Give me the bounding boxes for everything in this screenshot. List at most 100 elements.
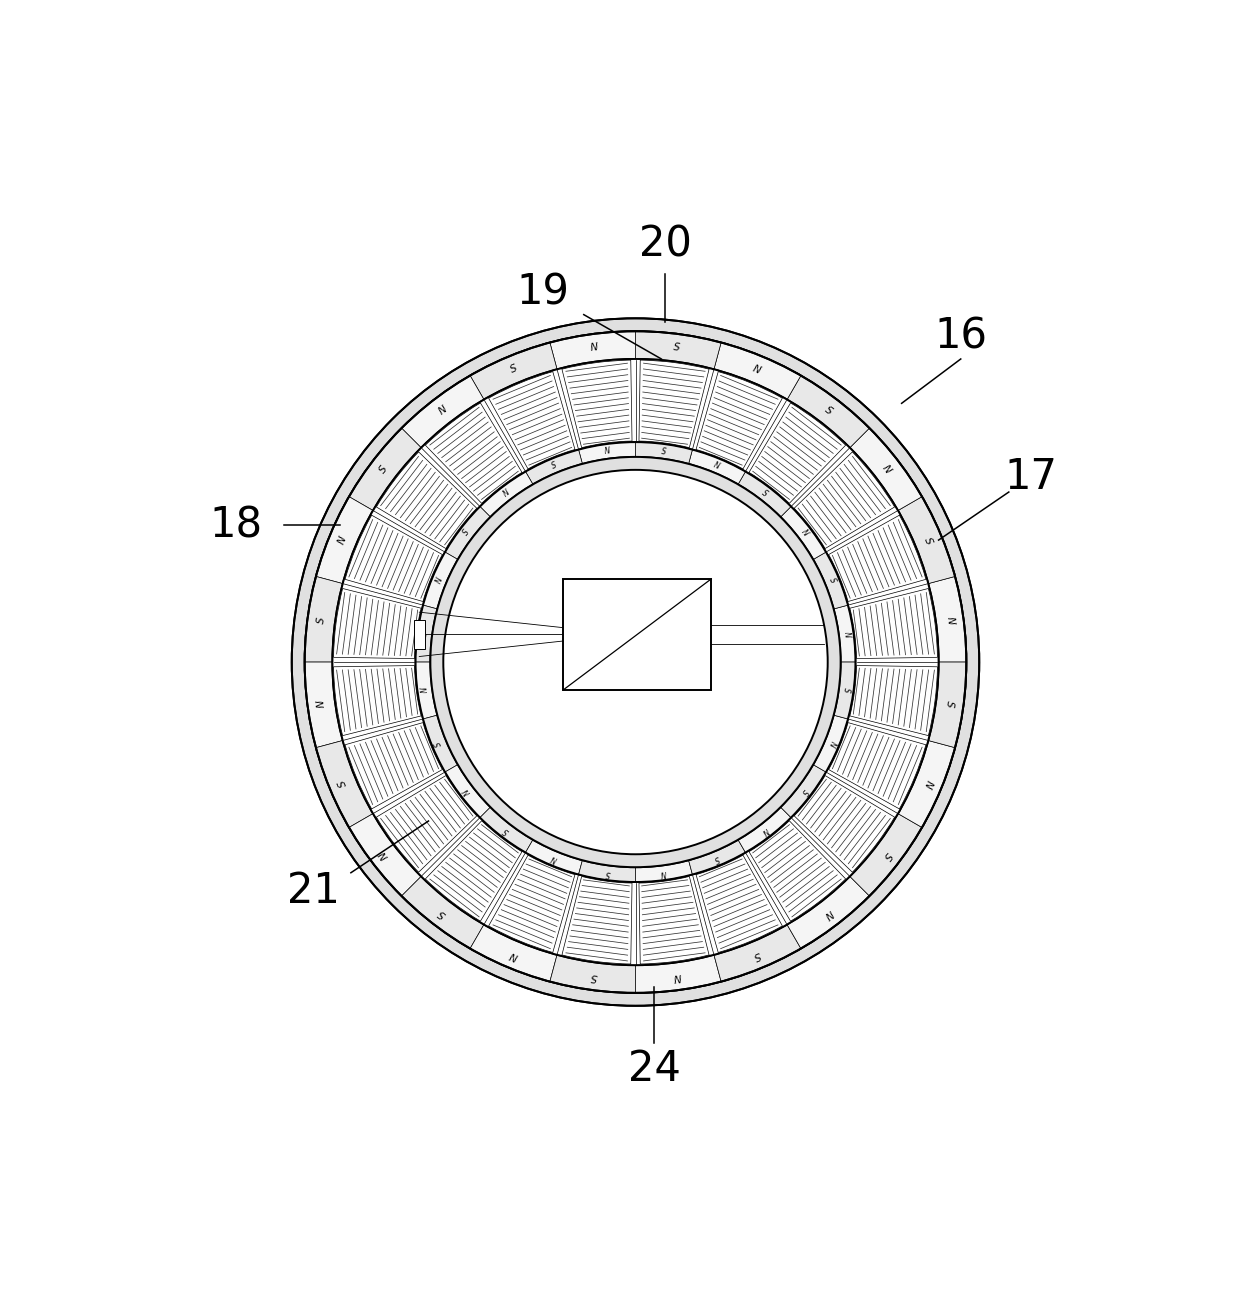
Wedge shape xyxy=(470,342,557,400)
Wedge shape xyxy=(780,506,826,560)
Circle shape xyxy=(430,458,841,867)
Text: S: S xyxy=(842,687,851,692)
Wedge shape xyxy=(425,821,522,922)
Text: 18: 18 xyxy=(210,505,263,547)
Wedge shape xyxy=(579,860,635,882)
Text: S: S xyxy=(420,632,429,637)
Wedge shape xyxy=(348,814,422,895)
Wedge shape xyxy=(480,472,533,517)
Text: S: S xyxy=(823,405,835,417)
Text: N: N xyxy=(316,699,326,708)
Wedge shape xyxy=(526,450,583,484)
Text: S: S xyxy=(461,528,472,538)
Wedge shape xyxy=(415,606,438,662)
Wedge shape xyxy=(489,855,575,953)
Bar xyxy=(414,620,425,649)
Text: S: S xyxy=(378,464,391,475)
Circle shape xyxy=(305,332,966,992)
Wedge shape xyxy=(929,662,966,747)
Circle shape xyxy=(444,469,828,855)
Wedge shape xyxy=(714,342,801,400)
Text: N: N xyxy=(842,631,851,637)
Wedge shape xyxy=(780,764,826,818)
Wedge shape xyxy=(898,497,955,583)
Text: 20: 20 xyxy=(639,223,692,265)
Text: 24: 24 xyxy=(627,1047,681,1089)
Wedge shape xyxy=(828,722,926,809)
Wedge shape xyxy=(635,860,692,882)
Text: S: S xyxy=(337,779,348,788)
Text: S: S xyxy=(434,739,444,747)
Text: S: S xyxy=(605,868,611,877)
Text: S: S xyxy=(713,853,720,864)
Text: S: S xyxy=(660,447,666,456)
Text: N: N xyxy=(336,535,348,547)
Wedge shape xyxy=(833,662,856,718)
Text: N: N xyxy=(590,342,599,353)
Wedge shape xyxy=(305,662,342,747)
Wedge shape xyxy=(898,741,955,827)
Wedge shape xyxy=(345,515,443,602)
Wedge shape xyxy=(480,808,533,852)
Text: 21: 21 xyxy=(288,871,340,912)
Text: N: N xyxy=(508,949,520,961)
Text: N: N xyxy=(434,577,444,585)
Wedge shape xyxy=(795,776,894,872)
Wedge shape xyxy=(305,577,342,662)
Wedge shape xyxy=(562,877,632,964)
Wedge shape xyxy=(562,361,632,447)
Text: S: S xyxy=(551,460,558,471)
Wedge shape xyxy=(445,764,491,818)
Text: S: S xyxy=(799,787,810,796)
Wedge shape xyxy=(316,497,373,583)
Text: S: S xyxy=(316,616,326,624)
Text: 17: 17 xyxy=(1004,456,1058,498)
Text: N: N xyxy=(660,868,667,877)
Text: N: N xyxy=(827,739,837,747)
Wedge shape xyxy=(345,722,443,809)
Wedge shape xyxy=(316,741,373,827)
Text: S: S xyxy=(760,489,770,498)
Text: N: N xyxy=(822,907,835,920)
Wedge shape xyxy=(639,877,709,964)
Wedge shape xyxy=(377,452,476,548)
Text: N: N xyxy=(604,447,611,456)
Wedge shape xyxy=(549,332,635,370)
Wedge shape xyxy=(415,662,438,718)
Wedge shape xyxy=(833,606,856,662)
Text: N: N xyxy=(501,488,511,498)
Wedge shape xyxy=(635,332,722,370)
Text: S: S xyxy=(945,700,955,708)
Wedge shape xyxy=(749,821,846,922)
Text: 19: 19 xyxy=(517,271,569,313)
Wedge shape xyxy=(787,876,869,949)
Text: N: N xyxy=(549,853,558,864)
Wedge shape xyxy=(738,472,791,517)
Wedge shape xyxy=(813,714,848,772)
Wedge shape xyxy=(849,814,923,895)
Text: N: N xyxy=(378,850,391,861)
Wedge shape xyxy=(526,840,583,874)
Text: N: N xyxy=(923,777,935,789)
Text: N: N xyxy=(880,463,893,475)
Wedge shape xyxy=(929,577,966,662)
Wedge shape xyxy=(849,429,923,510)
Text: S: S xyxy=(880,850,893,860)
Wedge shape xyxy=(423,714,458,772)
Wedge shape xyxy=(334,589,422,658)
Wedge shape xyxy=(813,552,848,610)
Wedge shape xyxy=(787,375,869,448)
Wedge shape xyxy=(828,515,926,602)
Wedge shape xyxy=(423,552,458,610)
Text: N: N xyxy=(760,826,770,836)
Text: S: S xyxy=(673,342,681,353)
Wedge shape xyxy=(402,375,484,448)
Text: N: N xyxy=(751,363,763,375)
Wedge shape xyxy=(795,452,894,548)
Wedge shape xyxy=(849,666,937,735)
Wedge shape xyxy=(348,429,422,510)
Wedge shape xyxy=(635,442,692,464)
Wedge shape xyxy=(334,666,422,735)
Wedge shape xyxy=(425,402,522,503)
Text: S: S xyxy=(590,971,598,982)
